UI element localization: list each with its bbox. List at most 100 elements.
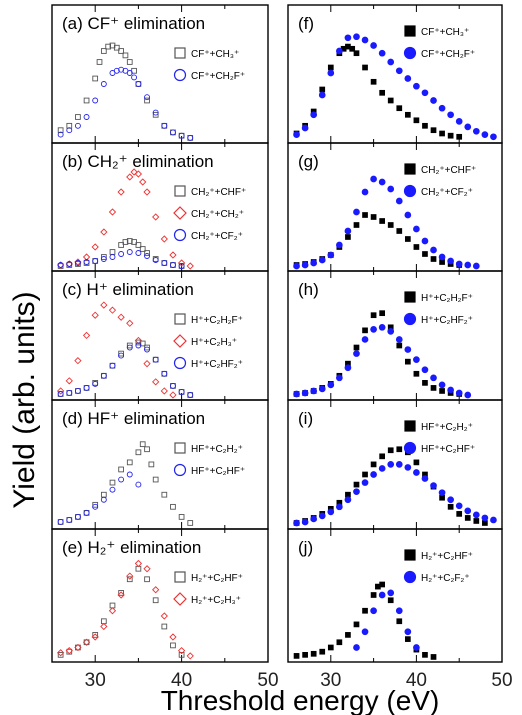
- data-point: [404, 346, 412, 353]
- x-axis-label: Threshold energy (eV): [161, 685, 440, 715]
- data-point: [413, 117, 420, 124]
- data-point: [310, 515, 318, 523]
- data-point: [464, 391, 472, 399]
- data-point: [144, 446, 150, 453]
- data-point: [139, 178, 147, 186]
- panel-g: (g) CH₂⁺+CHF⁺ CH₂⁺+CF₂⁺: [287, 142, 503, 272]
- data-point: [117, 313, 125, 321]
- data-point: [144, 253, 150, 259]
- data-point: [143, 360, 151, 368]
- data-point: [177, 647, 186, 655]
- data-point: [100, 81, 107, 87]
- data-point: [170, 503, 176, 510]
- data-point: [74, 357, 82, 365]
- data-point: [109, 479, 116, 486]
- legend-label: H₂⁺+C₂HF⁺: [421, 551, 473, 562]
- legend-label: HF⁺+C₂H₂⁺: [421, 422, 473, 433]
- data-point: [83, 384, 90, 391]
- data-point: [481, 131, 489, 138]
- data-point: [422, 122, 428, 129]
- data-point: [387, 447, 394, 454]
- data-point: [413, 370, 420, 377]
- data-point: [413, 356, 420, 363]
- data-point: [144, 344, 150, 351]
- legend-label: H₂⁺+C₂F₂⁺: [421, 573, 470, 584]
- data-point: [126, 59, 133, 65]
- data-point: [464, 261, 472, 269]
- data-point: [57, 131, 64, 138]
- data-point: [395, 197, 403, 205]
- data-point: [152, 476, 159, 483]
- data-point: [447, 386, 454, 394]
- data-point: [422, 652, 428, 658]
- data-point: [482, 520, 488, 526]
- data-point: [404, 464, 412, 471]
- data-point: [422, 251, 428, 257]
- legend-label: CF⁺+CH₃⁺: [191, 49, 239, 60]
- legend-marker: [173, 68, 187, 82]
- x-tick-label: 40: [406, 670, 427, 691]
- data-point: [344, 34, 352, 42]
- data-point: [455, 118, 463, 125]
- data-point: [345, 234, 351, 240]
- data-point: [152, 378, 160, 386]
- data-point: [327, 251, 335, 259]
- series-0: [57, 441, 194, 526]
- data-point: [152, 257, 159, 263]
- data-point: [430, 654, 437, 660]
- legend-marker: [403, 570, 417, 584]
- data-point: [439, 494, 445, 501]
- data-point: [118, 350, 124, 357]
- data-point: [135, 449, 142, 456]
- data-point: [187, 392, 194, 398]
- panel-c: (c) H⁺ elimination H⁺+C₂H₂F⁺ H⁺+C₂H₃⁺ H⁺+C₂…: [51, 270, 269, 401]
- data-point: [187, 134, 194, 141]
- data-point: [148, 461, 155, 468]
- series-1: [57, 168, 194, 270]
- data-point: [139, 441, 146, 448]
- data-point: [74, 122, 81, 129]
- legend-label: H⁺+C₂H₃⁺: [191, 337, 237, 348]
- data-point: [126, 572, 134, 580]
- data-point: [92, 75, 99, 82]
- legend-label: HF⁺+C₂HF⁺: [191, 466, 245, 477]
- data-point: [126, 70, 133, 76]
- panel-a: (a) CF⁺ elimination CF⁺+CH₃⁺ CF⁺+CH₂F⁺: [51, 4, 269, 144]
- data-point: [118, 242, 124, 248]
- data-point: [161, 491, 168, 498]
- data-point: [301, 261, 309, 269]
- legend-marker: [403, 312, 417, 326]
- data-point: [413, 244, 420, 250]
- data-point: [92, 501, 99, 508]
- series-1: [293, 323, 472, 399]
- data-point: [74, 513, 81, 520]
- data-point: [379, 218, 386, 224]
- data-point: [413, 225, 420, 233]
- legend-label: H₂⁺+C₂HF⁺: [191, 573, 243, 584]
- series-2: [57, 342, 194, 398]
- data-point: [82, 638, 91, 646]
- legend-marker: [403, 46, 417, 60]
- panel-e: 30 40 50 (e) H₂⁺ elimination H₂⁺+C₂HF⁺ H₂⁺+C₂…: [51, 528, 279, 691]
- data-point: [353, 33, 360, 41]
- legend-marker: [404, 549, 416, 561]
- data-point: [74, 388, 81, 394]
- data-point: [447, 503, 454, 510]
- data-point: [319, 86, 326, 93]
- data-point: [92, 97, 99, 104]
- legend-label: HF⁺+C₂H₂⁺: [191, 444, 243, 455]
- data-point: [144, 94, 150, 101]
- data-point: [108, 208, 117, 216]
- data-point: [118, 352, 125, 359]
- data-point: [152, 597, 159, 604]
- data-point: [143, 565, 151, 573]
- panel-i: (i) HF⁺+C₂H₂⁺ HF⁺+C₂HF⁺: [287, 399, 503, 530]
- data-point: [455, 260, 463, 268]
- data-point: [126, 249, 133, 255]
- panel-frame: [287, 528, 503, 663]
- data-point: [318, 91, 326, 99]
- data-point: [395, 336, 403, 343]
- data-point: [395, 607, 403, 615]
- data-point: [370, 325, 377, 333]
- data-point: [74, 643, 82, 652]
